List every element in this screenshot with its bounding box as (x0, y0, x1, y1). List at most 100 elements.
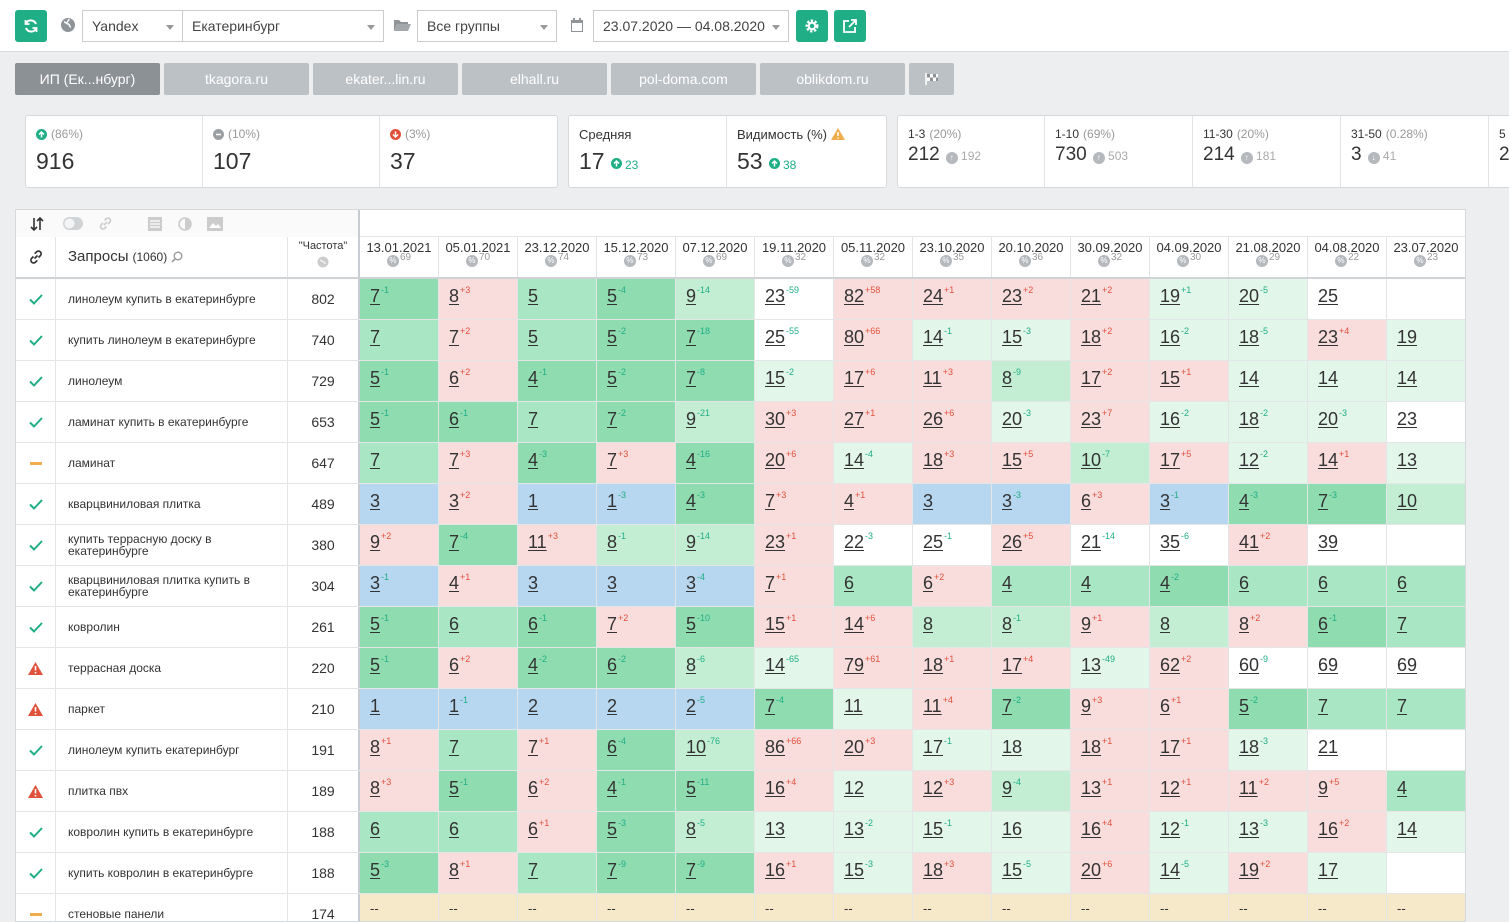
toggle-icon[interactable] (63, 217, 83, 230)
flag-tab[interactable] (909, 63, 954, 95)
query-text[interactable]: плитка пвх (56, 771, 288, 811)
position-cell[interactable]: 14 (1308, 361, 1387, 401)
position-cell[interactable]: 13 (1387, 443, 1465, 483)
position-cell[interactable]: 16-2 (1150, 320, 1229, 360)
position-cell[interactable]: 7 (360, 443, 439, 483)
position-cell[interactable]: 3 (360, 484, 439, 524)
position-cell[interactable]: 12+3 (913, 771, 992, 811)
position-cell[interactable]: 24+1 (913, 279, 992, 319)
position-cell[interactable]: 9-14 (676, 279, 755, 319)
position-cell[interactable]: 7-3 (1308, 484, 1387, 524)
position-cell[interactable]: 5 (518, 279, 597, 319)
position-cell[interactable]: 16 (992, 812, 1071, 852)
date-column-header[interactable]: 04.08.2020% 22 (1308, 237, 1387, 277)
link-column-header[interactable] (16, 237, 56, 277)
position-cell[interactable] (1387, 853, 1465, 893)
position-cell[interactable]: 5-1 (360, 402, 439, 442)
queries-header[interactable]: Запросы (1060) (56, 237, 288, 277)
position-cell[interactable]: 13+1 (1071, 771, 1150, 811)
position-cell[interactable]: 10-7 (1071, 443, 1150, 483)
position-cell[interactable]: 8-9 (992, 361, 1071, 401)
position-cell[interactable]: 5-2 (597, 320, 676, 360)
position-cell[interactable]: -- (1071, 894, 1150, 921)
position-cell[interactable]: 5-1 (360, 648, 439, 688)
date-column-header[interactable]: 23.12.2020% 74 (518, 237, 597, 277)
query-text[interactable]: кварцвиниловая плитка купить в екатеринб… (56, 566, 288, 606)
position-cell[interactable]: 4+1 (439, 566, 518, 606)
position-cell[interactable]: 9-14 (676, 525, 755, 565)
position-cell[interactable] (1387, 525, 1465, 565)
position-cell[interactable]: 17+1 (1150, 730, 1229, 770)
position-cell[interactable]: 7 (518, 402, 597, 442)
position-cell[interactable]: 39 (1308, 525, 1387, 565)
position-cell[interactable]: 11+2 (1229, 771, 1308, 811)
position-cell[interactable]: 7 (1308, 689, 1387, 729)
position-cell[interactable]: 21+2 (1071, 279, 1150, 319)
position-cell[interactable]: 10 (1387, 484, 1465, 524)
position-cell[interactable]: -- (518, 894, 597, 921)
position-cell[interactable]: 7 (439, 730, 518, 770)
position-cell[interactable]: 5 (518, 320, 597, 360)
position-cell[interactable]: 1 (518, 484, 597, 524)
position-cell[interactable]: 16+4 (755, 771, 834, 811)
position-cell[interactable]: 14-65 (755, 648, 834, 688)
position-cell[interactable]: 9-21 (676, 402, 755, 442)
position-cell[interactable]: 4 (1387, 771, 1465, 811)
search-icon[interactable] (171, 251, 183, 263)
position-cell[interactable]: 3-1 (1150, 484, 1229, 524)
frequency-header[interactable]: "Частота" (288, 237, 360, 277)
date-column-header[interactable]: 05.11.2020% 32 (834, 237, 913, 277)
settings-button[interactable] (796, 10, 828, 42)
position-cell[interactable]: 16-2 (1150, 402, 1229, 442)
position-cell[interactable]: 30+3 (755, 402, 834, 442)
date-column-header[interactable]: 20.10.2020% 36 (992, 237, 1071, 277)
query-text[interactable]: купить террасную доску в екатеринбурге (56, 525, 288, 565)
position-cell[interactable]: 15+1 (1150, 361, 1229, 401)
position-cell[interactable]: 3 (913, 484, 992, 524)
position-cell[interactable]: 13 (755, 812, 834, 852)
position-cell[interactable]: -- (1308, 894, 1387, 921)
position-cell[interactable]: -- (1229, 894, 1308, 921)
date-column-header[interactable]: 21.08.2020% 29 (1229, 237, 1308, 277)
position-cell[interactable]: 19+2 (1229, 853, 1308, 893)
position-cell[interactable]: 21 (1308, 730, 1387, 770)
position-cell[interactable]: 20+6 (1071, 853, 1150, 893)
date-column-header[interactable]: 15.12.2020% 73 (597, 237, 676, 277)
position-cell[interactable]: 11+4 (913, 689, 992, 729)
position-cell[interactable]: 6 (1387, 566, 1465, 606)
position-cell[interactable]: 3-4 (676, 566, 755, 606)
position-cell[interactable]: 18-3 (1229, 730, 1308, 770)
sort-icon[interactable] (30, 217, 44, 231)
date-column-header[interactable]: 04.09.2020% 30 (1150, 237, 1229, 277)
query-text[interactable]: ламинат (56, 443, 288, 483)
position-cell[interactable]: 6 (360, 812, 439, 852)
position-cell[interactable]: 16+4 (1071, 812, 1150, 852)
position-cell[interactable]: 22-3 (834, 525, 913, 565)
position-cell[interactable]: 5-2 (1229, 689, 1308, 729)
position-cell[interactable]: 7+1 (518, 730, 597, 770)
position-cell[interactable]: -- (992, 894, 1071, 921)
position-cell[interactable]: 7-9 (597, 853, 676, 893)
query-text[interactable]: линолеум (56, 361, 288, 401)
position-cell[interactable]: 6+2 (439, 648, 518, 688)
position-cell[interactable]: 25-55 (755, 320, 834, 360)
position-cell[interactable]: 23+4 (1308, 320, 1387, 360)
position-cell[interactable]: 18+2 (1071, 320, 1150, 360)
position-cell[interactable]: 27+1 (834, 402, 913, 442)
position-cell[interactable]: 7-2 (597, 402, 676, 442)
query-text[interactable]: террасная доска (56, 648, 288, 688)
position-cell[interactable]: 7 (1387, 607, 1465, 647)
position-cell[interactable]: 7-1 (360, 279, 439, 319)
position-cell[interactable]: 4-2 (518, 648, 597, 688)
query-text[interactable]: ковролин купить в екатеринбурге (56, 812, 288, 852)
position-cell[interactable]: 6+1 (518, 812, 597, 852)
position-cell[interactable]: 11+3 (913, 361, 992, 401)
position-cell[interactable]: 6 (439, 812, 518, 852)
position-cell[interactable]: 4-2 (1150, 566, 1229, 606)
position-cell[interactable]: 13-3 (1229, 812, 1308, 852)
position-cell[interactable]: 6-1 (1308, 607, 1387, 647)
position-cell[interactable]: 7 (360, 320, 439, 360)
position-cell[interactable]: 3-3 (992, 484, 1071, 524)
position-cell[interactable]: 4-1 (597, 771, 676, 811)
position-cell[interactable]: 9+5 (1308, 771, 1387, 811)
